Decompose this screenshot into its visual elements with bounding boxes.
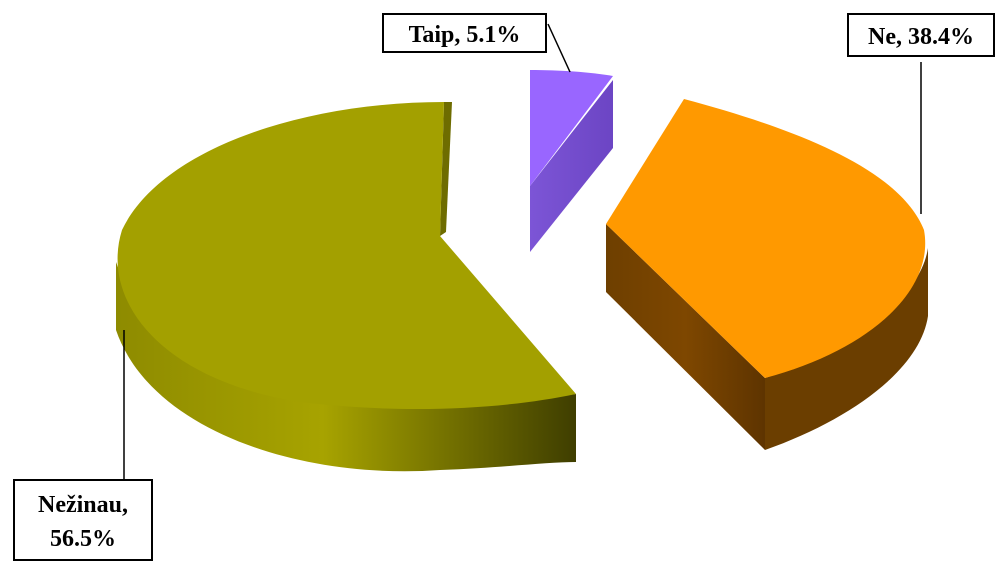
label-taip-text: Taip, 5.1% — [409, 22, 521, 48]
label-nezinau: Nežinau, 56.5% — [13, 479, 153, 561]
label-taip-box — [382, 13, 547, 53]
label-nezinau-box — [13, 479, 153, 561]
label-ne: Ne, 38.4% — [847, 13, 995, 57]
slice-ne-outer-wall — [765, 248, 928, 450]
slice-taip-side — [530, 80, 613, 252]
slice-ne[interactable] — [606, 99, 928, 450]
slice-nezinau-side — [116, 262, 576, 472]
slice-ne-top — [606, 99, 926, 378]
label-nezinau-line2: 56.5% — [50, 526, 116, 552]
slice-nezinau-top — [117, 102, 576, 409]
slice-ne-left-wall — [606, 224, 765, 450]
label-taip: Taip, 5.1% — [382, 13, 547, 53]
slice-nezinau[interactable] — [116, 102, 576, 472]
label-nezinau-line1: Nežinau, — [38, 492, 128, 518]
label-ne-text: Ne, 38.4% — [868, 24, 974, 50]
slice-taip-top — [530, 70, 613, 186]
leader-taip — [547, 23, 571, 73]
label-ne-box — [847, 13, 995, 57]
slice-taip[interactable] — [530, 70, 613, 252]
